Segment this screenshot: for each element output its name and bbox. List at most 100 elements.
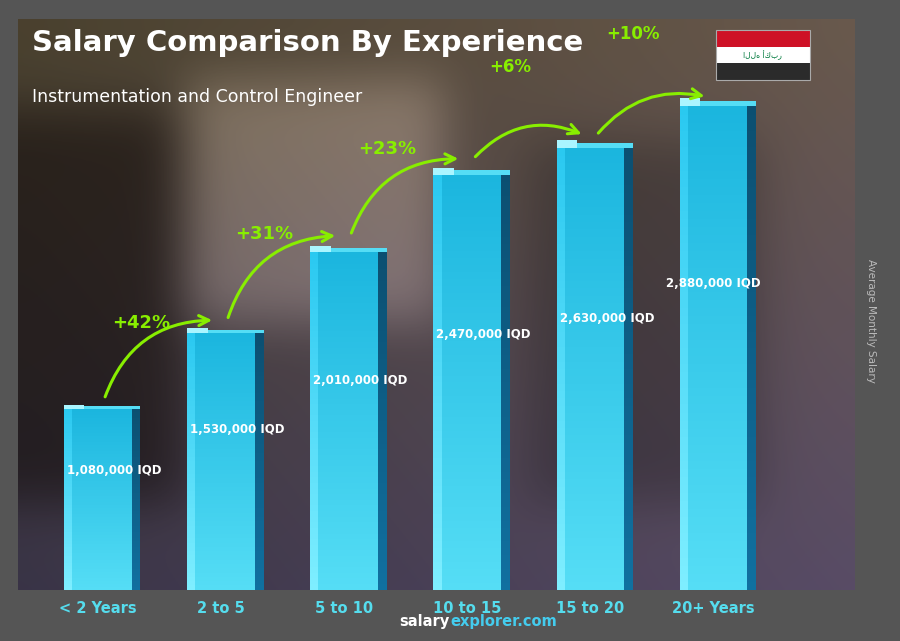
Bar xyxy=(680,574,688,581)
Bar xyxy=(310,309,319,314)
Bar xyxy=(680,138,688,147)
Bar xyxy=(187,397,195,401)
Bar xyxy=(187,491,195,495)
Bar xyxy=(556,340,625,347)
Bar xyxy=(556,143,633,149)
Bar xyxy=(434,383,501,389)
Bar xyxy=(64,553,132,556)
Bar xyxy=(378,263,387,269)
Bar xyxy=(434,203,501,210)
Bar xyxy=(501,265,509,272)
Bar xyxy=(625,509,633,516)
Bar xyxy=(556,538,564,545)
Bar xyxy=(501,458,509,465)
Bar xyxy=(501,438,509,445)
Bar xyxy=(187,367,255,372)
Bar xyxy=(64,574,132,578)
Bar xyxy=(255,363,264,367)
Bar xyxy=(187,465,195,470)
Bar xyxy=(132,526,140,529)
Bar xyxy=(310,320,319,326)
Bar xyxy=(187,363,255,367)
Bar xyxy=(680,469,747,477)
Bar xyxy=(747,211,756,219)
Bar xyxy=(434,383,442,389)
Bar xyxy=(64,493,132,496)
Bar xyxy=(310,354,378,359)
Bar xyxy=(501,576,509,583)
Bar xyxy=(378,320,387,326)
Bar xyxy=(556,325,625,332)
Bar xyxy=(501,417,509,424)
Bar xyxy=(132,553,140,556)
Bar xyxy=(434,486,501,493)
Bar xyxy=(747,396,756,404)
Bar xyxy=(64,469,72,472)
Bar xyxy=(434,196,501,203)
Bar xyxy=(747,163,756,171)
Bar xyxy=(187,427,195,431)
Bar xyxy=(64,484,132,487)
Bar xyxy=(310,438,319,444)
Bar xyxy=(556,399,564,406)
Bar xyxy=(680,115,688,122)
Bar xyxy=(434,507,442,513)
Bar xyxy=(680,517,688,525)
Text: +10%: +10% xyxy=(607,24,661,42)
Bar xyxy=(378,331,387,337)
Bar xyxy=(310,466,378,472)
Bar xyxy=(625,501,633,509)
Bar xyxy=(64,406,140,408)
Bar xyxy=(434,279,442,286)
Bar xyxy=(434,175,442,182)
Bar xyxy=(434,528,501,535)
Bar xyxy=(556,494,625,501)
Bar xyxy=(625,347,633,354)
Bar xyxy=(378,427,387,432)
Bar xyxy=(64,466,72,469)
Bar xyxy=(680,260,747,267)
Bar xyxy=(501,231,509,237)
Bar xyxy=(680,163,747,171)
Bar xyxy=(132,429,140,433)
Bar xyxy=(680,388,747,396)
Bar xyxy=(310,528,378,533)
Bar xyxy=(64,502,72,505)
Bar xyxy=(680,106,747,115)
Bar xyxy=(187,328,208,333)
Bar xyxy=(64,517,132,520)
Bar xyxy=(434,548,501,555)
Bar xyxy=(556,325,564,332)
Bar xyxy=(680,203,688,211)
Bar xyxy=(64,427,132,429)
Bar xyxy=(501,403,509,410)
Bar xyxy=(680,171,747,179)
Bar xyxy=(310,269,378,275)
Bar xyxy=(556,568,564,575)
Bar xyxy=(187,500,195,504)
Bar xyxy=(310,567,319,573)
Bar xyxy=(64,508,72,511)
Bar xyxy=(378,387,387,393)
Bar xyxy=(680,115,747,122)
Bar xyxy=(132,445,140,448)
Bar xyxy=(556,281,564,288)
Bar xyxy=(64,451,132,454)
Bar xyxy=(556,391,564,399)
Bar xyxy=(132,463,140,466)
Bar xyxy=(556,384,625,391)
Bar xyxy=(434,583,442,590)
Bar xyxy=(187,449,255,453)
Bar xyxy=(310,292,319,297)
Bar xyxy=(747,219,756,228)
Bar xyxy=(310,455,319,460)
Bar xyxy=(187,342,195,346)
Bar xyxy=(255,406,264,410)
Bar xyxy=(378,578,387,584)
Bar xyxy=(680,501,747,509)
Bar xyxy=(556,237,564,244)
Bar xyxy=(747,469,756,477)
Bar xyxy=(434,569,501,576)
Bar xyxy=(556,575,625,583)
Bar xyxy=(187,388,255,393)
